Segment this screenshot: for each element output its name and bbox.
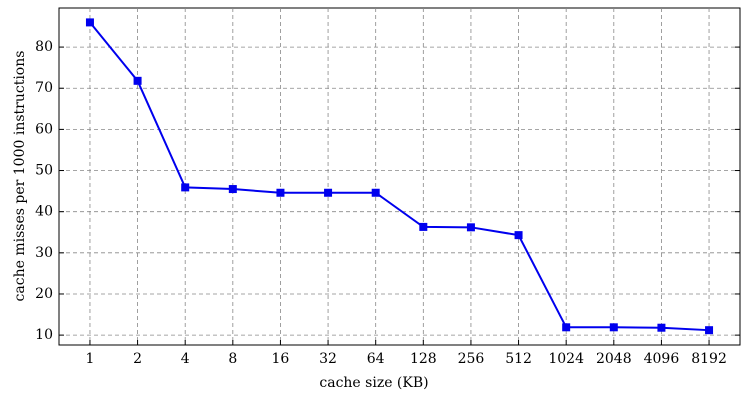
y-tick-label: 70 <box>35 80 53 96</box>
x-tick-label: 512 <box>505 351 532 367</box>
y-tick-label: 50 <box>35 163 53 179</box>
data-point <box>371 188 380 197</box>
data-point <box>228 185 237 194</box>
data-point <box>562 323 571 332</box>
y-axis-label: cache misses per 1000 instructions <box>12 51 28 302</box>
x-tick-label: 8 <box>228 351 237 367</box>
x-tick-label: 32 <box>319 351 337 367</box>
y-tick-label: 40 <box>35 204 53 220</box>
data-point <box>419 222 428 231</box>
data-point <box>609 323 618 332</box>
x-axis-label: cache size (KB) <box>319 375 428 391</box>
data-point <box>466 223 475 232</box>
data-point <box>514 231 523 240</box>
data-point <box>276 188 285 197</box>
y-tick-label: 60 <box>35 121 53 137</box>
data-point <box>133 76 142 85</box>
data-line <box>89 21 710 332</box>
plot-frame <box>58 7 741 346</box>
y-tick-label: 30 <box>35 245 53 261</box>
x-tick-label: 256 <box>458 351 485 367</box>
data-point <box>657 323 666 332</box>
data-point <box>85 18 94 27</box>
x-tick-label: 4 <box>181 351 190 367</box>
data-point <box>181 183 190 192</box>
x-tick-label: 16 <box>272 351 290 367</box>
y-tick-label: 80 <box>35 39 53 55</box>
x-tick-label: 1 <box>85 351 94 367</box>
x-tick-label: 4096 <box>644 351 680 367</box>
y-tick-label: 10 <box>35 327 53 343</box>
x-tick-label: 1024 <box>548 351 584 367</box>
x-tick-label: 2 <box>133 351 142 367</box>
y-tick-label: 20 <box>35 286 53 302</box>
data-point <box>705 326 714 335</box>
x-tick-label: 128 <box>410 351 437 367</box>
x-tick-label: 64 <box>367 351 385 367</box>
data-point <box>324 188 333 197</box>
x-tick-label: 2048 <box>596 351 632 367</box>
x-tick-label: 8192 <box>691 351 727 367</box>
